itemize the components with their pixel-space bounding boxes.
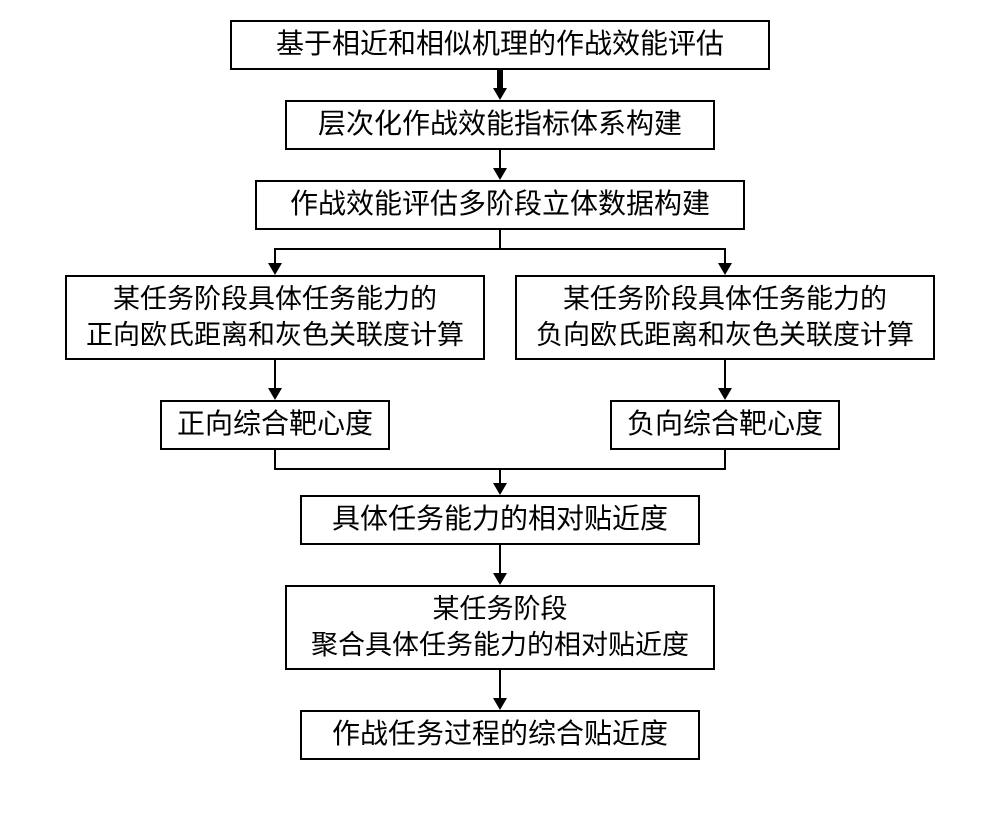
node-negative-calc-text: 某任务阶段具体任务能力的 负向欧氏距离和灰色关联度计算	[536, 282, 914, 352]
edge-3-branch-h	[275, 248, 725, 250]
edge-4-6-head	[268, 388, 282, 400]
node-multistage: 作战效能评估多阶段立体数据构建	[255, 180, 745, 230]
node-relative-closeness: 具体任务能力的相对贴近度	[300, 495, 700, 545]
edge-4-6	[274, 360, 276, 390]
node-positive-calc: 某任务阶段具体任务能力的 正向欧氏距离和灰色关联度计算	[65, 275, 485, 360]
edge-5-7	[724, 360, 726, 390]
edge-3-branch-v	[499, 230, 501, 250]
edge-3-4-head	[268, 263, 282, 275]
edge-8-9-head	[493, 573, 507, 585]
node-hierarchical: 层次化作战效能指标体系构建	[285, 100, 715, 150]
edge-9-10	[499, 670, 501, 700]
edge-7-merge-v	[724, 450, 726, 470]
node-negative-calc: 某任务阶段具体任务能力的 负向欧氏距离和灰色关联度计算	[515, 275, 935, 360]
edge-5-7-head	[718, 388, 732, 400]
node-positive-target: 正向综合靶心度	[160, 400, 390, 450]
edge-2-3	[499, 150, 501, 170]
edge-8-9	[499, 545, 501, 575]
edge-2-3-head	[493, 168, 507, 180]
edge-1-2	[497, 70, 503, 90]
node-comprehensive: 作战任务过程的综合贴近度	[300, 710, 700, 760]
node-title: 基于相近和相似机理的作战效能评估	[230, 20, 770, 70]
node-aggregate: 某任务阶段 聚合具体任务能力的相对贴近度	[285, 585, 715, 670]
flowchart-container: 基于相近和相似机理的作战效能评估 层次化作战效能指标体系构建 作战效能评估多阶段…	[0, 0, 1000, 813]
edge-3-5-head	[718, 263, 732, 275]
edge-6-merge-v	[274, 450, 276, 470]
edge-1-2-head	[493, 88, 507, 100]
node-negative-target: 负向综合靶心度	[610, 400, 840, 450]
node-positive-calc-text: 某任务阶段具体任务能力的 正向欧氏距离和灰色关联度计算	[86, 282, 464, 352]
node-aggregate-text: 某任务阶段 聚合具体任务能力的相对贴近度	[311, 592, 689, 662]
edge-merge-8-head	[493, 483, 507, 495]
edge-9-10-head	[493, 698, 507, 710]
